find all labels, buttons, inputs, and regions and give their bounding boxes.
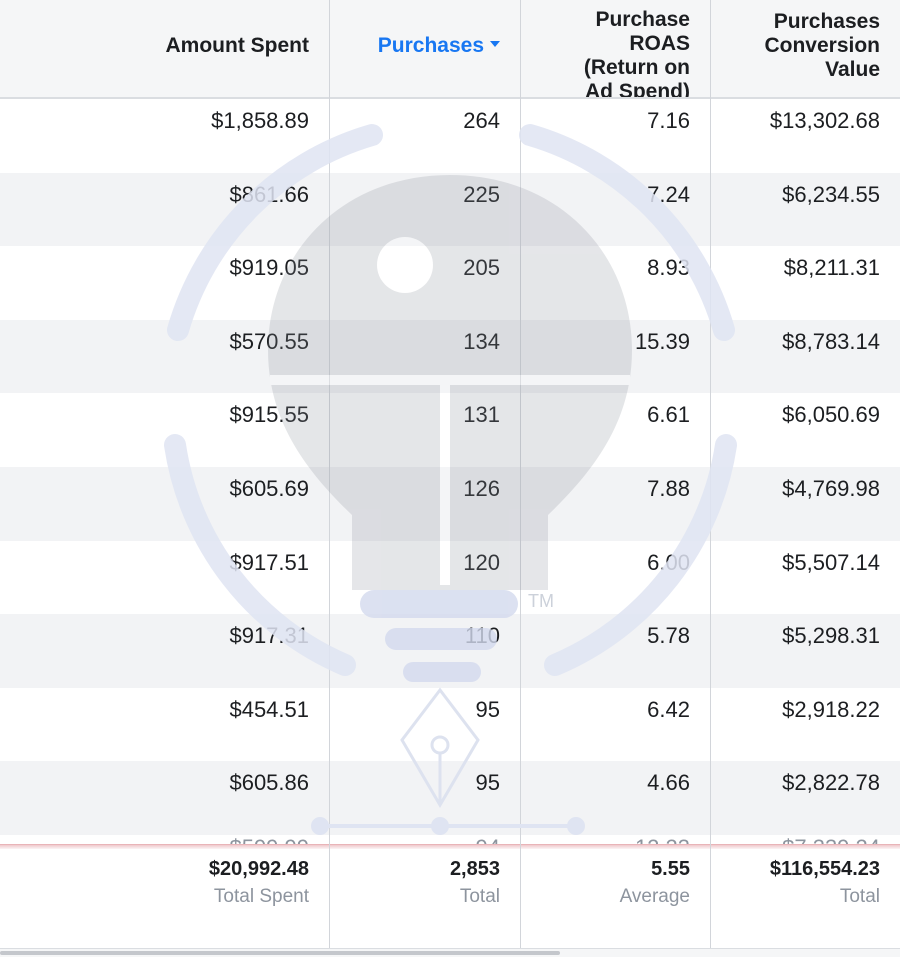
amount-spent-cell: $915.55 (229, 402, 309, 428)
average-roas: 5.55 Average (521, 849, 710, 956)
amount-spent-cell: $917.51 (229, 549, 309, 575)
conversion-value-cell: $7,339.24 (711, 834, 900, 847)
sort-descending-icon (490, 41, 500, 48)
total-value: $116,554.23 (769, 858, 880, 880)
table-body[interactable]: $1,858.89 264 7.16 $13,302.68 $861.66 22… (0, 99, 900, 836)
purchases-cell: 225 (463, 181, 500, 207)
purchases-cell: 95 (475, 770, 500, 796)
column-header-label-line: (Return on (583, 56, 690, 79)
table-row[interactable]: $861.66 225 7.24 $6,234.55 (0, 172, 900, 247)
amount-spent-cell: $570.55 (229, 328, 309, 354)
amount-spent-cell: $1,858.89 (211, 108, 309, 133)
amount-spent-cell: $917.31 (229, 623, 309, 649)
purchases-cell: 205 (463, 255, 500, 281)
column-divider[interactable] (329, 0, 330, 948)
amount-spent-cell: $605.86 (229, 770, 309, 796)
table-row-partial[interactable]: $599.99 94 12.23 $7,339.24 (0, 834, 900, 847)
conversion-value-cell: $5,298.31 (782, 623, 880, 649)
conversion-value-cell: $4,769.98 (782, 476, 880, 501)
column-header-label-line: Ad Spend) (585, 80, 690, 97)
column-header-label-line: ROAS (629, 32, 690, 55)
column-header-label-line: Purchases (773, 10, 880, 33)
conversion-value-cell: $8,211.31 (783, 255, 880, 281)
conversion-value-cell: $8,783.14 (782, 328, 880, 354)
table-row[interactable]: $915.55 131 6.61 $6,050.69 (0, 393, 900, 467)
roas-cell: 8.93 (647, 255, 690, 281)
conversion-value-cell: $2,918.22 (782, 696, 880, 722)
column-divider[interactable] (710, 0, 711, 948)
amount-spent-cell: $599.99 (0, 834, 329, 847)
column-header-amount-spent[interactable]: Amount Spent (0, 0, 329, 97)
conversion-value-cell: $2,822.78 (782, 770, 880, 796)
column-header-label-line: Purchase (595, 8, 690, 31)
column-divider[interactable] (520, 0, 521, 948)
total-purchases: 2,853 Total (330, 849, 520, 956)
table-header: Amount Spent Purchases Purchase ROAS (Re… (0, 0, 900, 99)
purchases-cell: 94 (330, 834, 520, 847)
table-row[interactable]: $605.69 126 7.88 $4,769.98 (0, 467, 900, 541)
amount-spent-cell: $919.05 (229, 255, 309, 281)
roas-cell: 7.88 (647, 476, 690, 501)
purchases-cell: 126 (463, 476, 500, 501)
roas-cell: 12.23 (521, 834, 710, 847)
roas-cell: 6.00 (647, 549, 690, 575)
total-amount-spent: $20,992.48 Total Spent (0, 849, 329, 956)
purchases-cell: 95 (475, 696, 500, 722)
purchases-cell: 264 (463, 108, 500, 133)
total-value: 2,853 (449, 858, 500, 880)
total-label: Average (619, 886, 690, 907)
column-header-label-line: Value (825, 58, 880, 81)
roas-cell: 5.78 (647, 623, 690, 649)
total-label: Total (839, 886, 880, 907)
roas-cell: 4.66 (647, 770, 690, 796)
conversion-value-cell: $6,050.69 (782, 402, 880, 428)
roas-cell: 7.16 (647, 108, 690, 133)
table-row[interactable]: $454.51 95 6.42 $2,918.22 (0, 688, 900, 762)
purchases-cell: 120 (463, 549, 500, 575)
column-header-label: Amount Spent (165, 34, 309, 57)
conversion-value-cell: $5,507.14 (782, 549, 880, 575)
conversion-value-cell: $13,302.68 (769, 108, 880, 133)
roas-cell: 15.39 (634, 328, 690, 354)
table-row[interactable]: $570.55 134 15.39 $8,783.14 (0, 319, 900, 394)
table-row[interactable]: $917.51 120 6.00 $5,507.14 (0, 541, 900, 615)
total-value: 5.55 (651, 858, 690, 880)
column-header-label: Purchases (377, 34, 484, 57)
conversion-value-cell: $6,234.55 (782, 181, 880, 207)
total-conversion-value: $116,554.23 Total (711, 849, 900, 956)
amount-spent-cell: $861.66 (229, 181, 309, 207)
total-label: Total Spent (213, 886, 309, 907)
column-header-purchases[interactable]: Purchases (330, 0, 520, 97)
purchases-cell: 134 (463, 328, 500, 354)
column-header-purchase-roas[interactable]: Purchase ROAS (Return on Ad Spend) (521, 0, 710, 97)
roas-cell: 6.61 (647, 402, 690, 428)
horizontal-scrollbar-thumb[interactable] (0, 951, 560, 955)
column-header-purchases-conversion-value[interactable]: Purchases Conversion Value (711, 0, 900, 97)
total-value: $20,992.48 (208, 858, 309, 880)
amount-spent-cell: $454.51 (229, 696, 309, 722)
column-header-label-line: Conversion (764, 34, 880, 57)
table-row[interactable]: $605.86 95 4.66 $2,822.78 (0, 761, 900, 835)
total-label: Total (459, 886, 500, 907)
table-footer-totals: $20,992.48 Total Spent 2,853 Total 5.55 … (0, 849, 900, 956)
roas-cell: 7.24 (647, 181, 690, 207)
purchases-cell: 110 (464, 623, 500, 649)
table-row[interactable]: $919.05 205 8.93 $8,211.31 (0, 246, 900, 320)
purchases-cell: 131 (463, 402, 500, 428)
table-row[interactable]: $917.31 110 5.78 $5,298.31 (0, 614, 900, 688)
roas-cell: 6.42 (647, 696, 690, 722)
footer-divider (0, 844, 900, 850)
amount-spent-cell: $605.69 (229, 476, 309, 501)
table-row[interactable]: $1,858.89 264 7.16 $13,302.68 (0, 99, 900, 173)
